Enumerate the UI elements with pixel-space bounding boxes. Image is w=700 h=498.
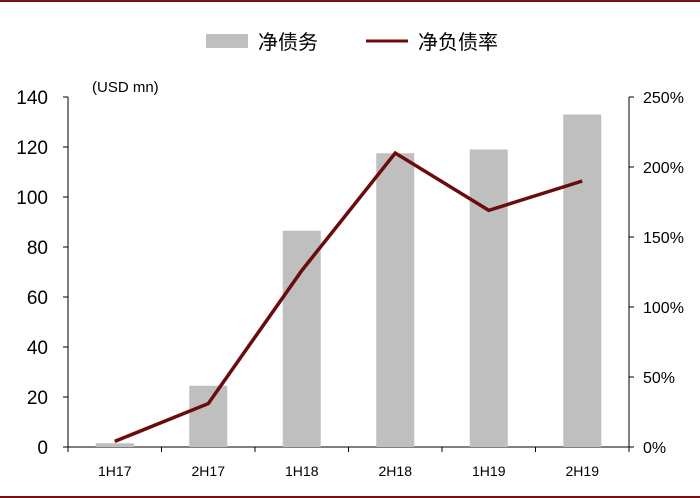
legend-bar-label: 净债务 — [258, 30, 318, 54]
bar — [189, 385, 228, 447]
left-y-tick-label: 80 — [27, 238, 48, 259]
axes — [67, 97, 630, 448]
legend-bar-swatch — [206, 34, 248, 48]
left-y-tick-label: 0 — [37, 438, 48, 459]
x-tick-label: 1H19 — [472, 463, 506, 479]
bottom-rule — [0, 496, 700, 498]
left-y-tick-label: 40 — [27, 338, 48, 359]
bar — [282, 230, 321, 447]
right-y-tick-label: 150% — [643, 230, 684, 247]
unit-label: (USD mn) — [92, 79, 159, 96]
right-y-tick-label: 50% — [643, 370, 675, 387]
legend: 净债务 净负债率 — [206, 30, 498, 54]
right-y-tick-label: 250% — [643, 90, 684, 107]
right-y-tick-label: 0% — [643, 440, 666, 457]
right-y-tick-label: 100% — [643, 300, 684, 317]
right-y-tick-label: 200% — [643, 160, 684, 177]
left-y-tick-label: 60 — [27, 288, 48, 309]
left-y-tick-label: 140 — [16, 88, 48, 109]
x-tick-label: 2H19 — [566, 463, 600, 479]
x-tick-label: 1H18 — [285, 463, 319, 479]
bar — [563, 114, 602, 447]
bar — [376, 153, 415, 447]
top-rule — [0, 0, 700, 2]
bar-series — [95, 114, 602, 447]
ratio-line — [114, 150, 583, 444]
x-tick-label: 2H18 — [379, 463, 413, 479]
left-y-axis-ticks: 0 20 40 60 80 100 120 140 — [16, 88, 68, 459]
right-y-axis-ticks: 0% 50% 100% 150% 200% 250% — [629, 90, 684, 457]
left-y-tick-label: 100 — [16, 188, 48, 209]
left-y-tick-label: 20 — [27, 388, 48, 409]
left-y-tick-label: 120 — [16, 138, 48, 159]
line-series — [114, 150, 583, 444]
bar — [95, 443, 134, 447]
x-tick-label: 1H17 — [98, 463, 132, 479]
x-axis-ticks: 1H17 2H17 1H18 2H18 1H19 2H19 — [67, 447, 630, 479]
x-tick-label: 2H17 — [192, 463, 226, 479]
bar — [469, 149, 508, 447]
legend-line-label: 净负债率 — [418, 30, 498, 54]
